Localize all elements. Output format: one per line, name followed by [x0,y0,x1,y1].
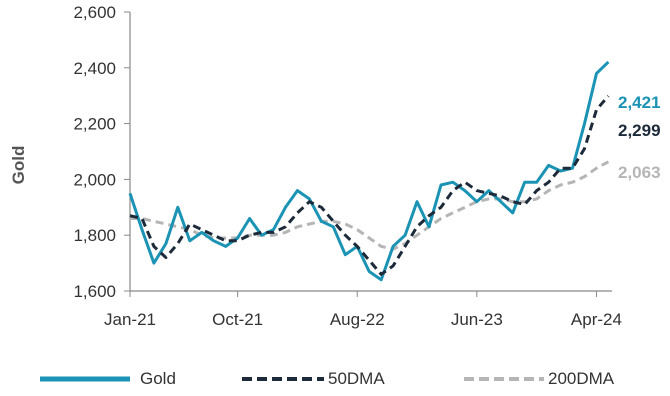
y-axis: 1,600 1,800 2,000 2,200 2,400 2,600 [73,3,131,301]
x-tick-label: Oct-21 [212,310,263,329]
chart: 1,600 1,800 2,000 2,200 2,400 2,600 Jan-21 Oct… [9,3,661,329]
legend-item-200dma: 200DMA [462,364,614,394]
y-tick-label: 2,400 [73,59,116,78]
legend-item-50dma: 50DMA [240,364,385,394]
x-tick-label: Apr-24 [571,310,622,329]
y-tick-label: 2,000 [73,170,116,189]
series-line-200dma [130,160,610,251]
series-line-50dma [129,95,610,276]
legend-swatch-200dma [464,377,544,381]
last-value-label: 2,421 [618,93,661,112]
y-tick-label: 1,800 [73,226,116,245]
series-line-gold [128,60,610,282]
legend-label-gold: Gold [140,369,176,388]
last-value-label: 2,063 [618,163,661,182]
x-tick-label: Aug-22 [330,310,385,329]
x-axis: Jan-21 Oct-21 Aug-22 Jun-23 Apr-24 [104,290,622,329]
legend-swatch-50dma [242,377,324,381]
y-tick-label: 1,600 [73,282,116,301]
last-value-labels: 2,421 2,299 2,063 [618,93,661,182]
x-tick-label: Jun-23 [451,310,503,329]
legend-swatch-gold [40,376,130,382]
y-tick-label: 2,200 [73,115,116,134]
legend-label-50dma: 50DMA [328,369,385,388]
legend: Gold 50DMA 200DMA [0,364,670,394]
legend-item-gold: Gold [38,364,176,394]
x-tick-label: Jan-21 [104,310,156,329]
last-value-label: 2,299 [618,121,661,140]
series-lines [128,60,610,282]
legend-label-200dma: 200DMA [548,369,615,388]
y-tick-label: 2,600 [73,3,116,22]
y-axis-label: Gold [9,146,28,185]
